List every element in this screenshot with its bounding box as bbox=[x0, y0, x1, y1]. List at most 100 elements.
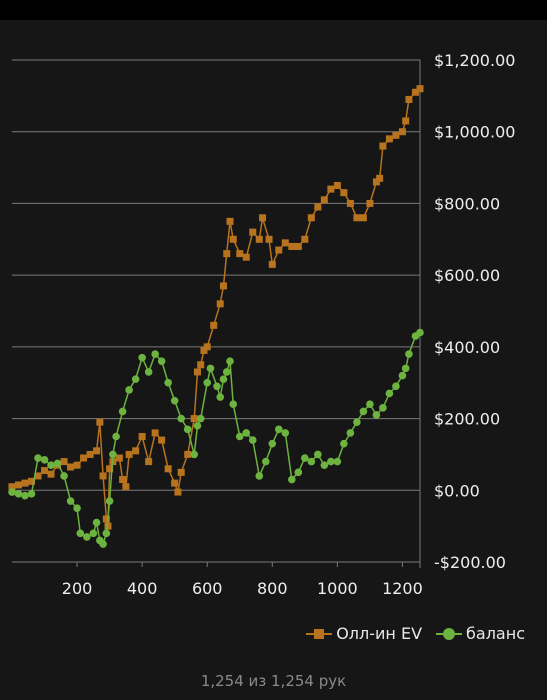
data-point-balance bbox=[118, 407, 127, 416]
data-point-ev bbox=[102, 515, 110, 523]
data-point-balance bbox=[105, 497, 114, 505]
data-point-balance bbox=[222, 368, 231, 376]
data-point-ev bbox=[96, 418, 104, 426]
data-point-balance bbox=[40, 456, 49, 464]
x-tick-label: 1000 bbox=[317, 579, 358, 598]
data-point-ev bbox=[151, 429, 159, 437]
data-point-balance bbox=[53, 459, 62, 468]
data-point-balance bbox=[235, 432, 244, 441]
data-point-balance bbox=[213, 382, 221, 391]
data-point-ev bbox=[216, 300, 224, 308]
legend-item-ev[interactable]: Олл-ин EV bbox=[306, 624, 422, 643]
data-point-balance bbox=[76, 529, 85, 538]
data-point-balance bbox=[206, 364, 215, 373]
data-point-ev bbox=[416, 85, 424, 93]
data-point-ev bbox=[402, 117, 410, 125]
data-point-balance bbox=[353, 418, 361, 426]
data-point-ev bbox=[265, 235, 273, 243]
y-tick-label: $400.00 bbox=[434, 338, 500, 357]
data-point-balance bbox=[346, 429, 355, 437]
data-point-balance bbox=[261, 457, 270, 466]
data-point-balance bbox=[164, 378, 172, 387]
data-point-ev bbox=[158, 436, 166, 444]
data-point-ev bbox=[385, 135, 393, 143]
data-point-balance bbox=[60, 472, 68, 480]
data-point-ev bbox=[15, 481, 23, 489]
data-point-balance bbox=[314, 450, 322, 459]
data-point-balance bbox=[268, 439, 277, 448]
data-point-balance bbox=[73, 504, 81, 513]
data-point-ev bbox=[125, 450, 133, 458]
data-point-balance bbox=[144, 368, 153, 376]
data-point-ev bbox=[379, 142, 387, 150]
legend-item-balance[interactable]: баланс bbox=[436, 624, 525, 643]
data-point-balance bbox=[177, 414, 185, 423]
data-point-balance bbox=[274, 425, 283, 434]
data-point-balance bbox=[307, 457, 316, 466]
square-marker-icon bbox=[306, 628, 333, 640]
data-point-ev bbox=[200, 346, 208, 354]
data-point-ev bbox=[333, 182, 341, 189]
data-point-balance bbox=[242, 429, 251, 437]
data-point-ev bbox=[288, 242, 296, 250]
data-point-balance bbox=[83, 533, 91, 541]
data-point-balance bbox=[379, 404, 387, 412]
data-point-ev bbox=[229, 235, 237, 243]
series-line-ev bbox=[11, 88, 421, 527]
data-point-balance bbox=[102, 529, 111, 538]
data-point-ev bbox=[80, 454, 88, 462]
data-point-balance bbox=[385, 389, 394, 398]
data-point-balance bbox=[131, 375, 140, 383]
data-point-ev bbox=[60, 458, 68, 466]
legend-label-balance: баланс bbox=[466, 624, 525, 643]
data-point-ev bbox=[203, 343, 211, 351]
data-point-ev bbox=[34, 472, 42, 480]
x-tick-label: 600 bbox=[192, 579, 223, 598]
data-point-balance bbox=[288, 475, 296, 484]
data-point-balance bbox=[92, 518, 101, 527]
data-point-ev bbox=[21, 479, 29, 487]
data-point-balance bbox=[196, 414, 205, 423]
data-point-ev bbox=[236, 250, 244, 258]
data-point-balance bbox=[340, 439, 348, 448]
data-point-ev bbox=[314, 203, 322, 211]
data-point-balance bbox=[398, 371, 407, 380]
data-point-balance bbox=[89, 529, 98, 538]
x-tick-label: 400 bbox=[127, 579, 158, 598]
data-point-ev bbox=[340, 189, 348, 197]
data-point-balance bbox=[151, 350, 159, 358]
data-point-ev bbox=[307, 214, 315, 222]
data-point-ev bbox=[138, 433, 146, 440]
data-point-ev bbox=[255, 235, 263, 243]
data-point-balance bbox=[416, 328, 424, 337]
y-tick-label: -$200.00 bbox=[434, 553, 506, 572]
data-point-balance bbox=[183, 425, 192, 434]
x-tick-label: 200 bbox=[62, 579, 93, 598]
data-point-ev bbox=[164, 465, 172, 473]
data-point-ev bbox=[359, 214, 367, 222]
data-point-balance bbox=[294, 468, 303, 477]
data-point-ev bbox=[210, 321, 218, 329]
data-point-ev bbox=[242, 253, 250, 261]
data-point-ev bbox=[275, 246, 283, 254]
y-tick-label: $200.00 bbox=[434, 410, 500, 429]
series-line-balance bbox=[11, 331, 421, 545]
data-point-balance bbox=[138, 353, 146, 362]
data-point-balance bbox=[320, 461, 329, 469]
data-point-balance bbox=[255, 472, 264, 480]
data-point-ev bbox=[119, 476, 127, 484]
data-point-ev bbox=[174, 488, 182, 496]
data-point-ev bbox=[353, 214, 361, 222]
data-point-balance bbox=[219, 375, 228, 383]
data-point-ev bbox=[197, 361, 205, 369]
data-point-balance bbox=[248, 436, 257, 444]
data-point-ev bbox=[132, 447, 140, 455]
data-point-balance bbox=[112, 432, 120, 441]
data-point-ev bbox=[249, 228, 257, 236]
data-point-balance bbox=[109, 450, 117, 459]
data-point-ev bbox=[219, 282, 227, 290]
data-point-balance bbox=[203, 378, 212, 387]
data-point-balance bbox=[34, 454, 42, 462]
data-point-balance bbox=[405, 350, 413, 358]
data-point-ev bbox=[93, 447, 101, 455]
